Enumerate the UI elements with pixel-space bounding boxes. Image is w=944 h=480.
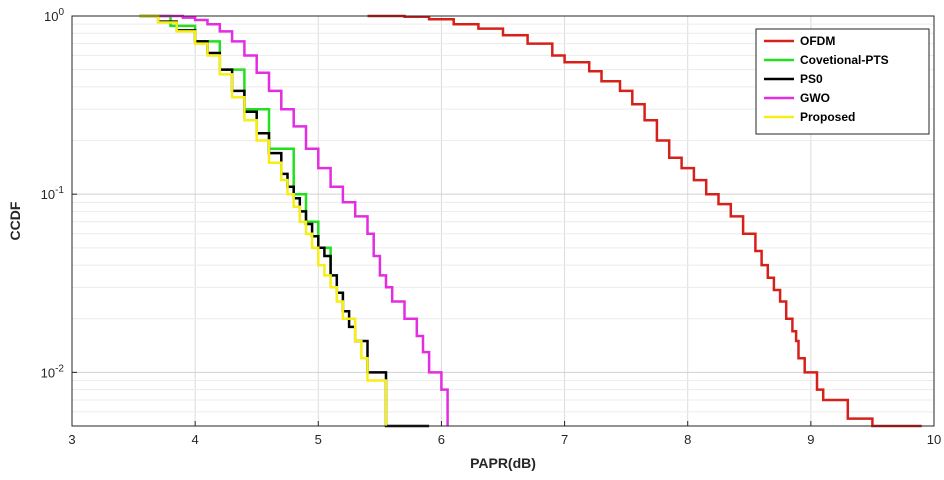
y-tick-label: 10-2 — [41, 363, 65, 380]
legend: OFDM Covetional-PTS PS0 GWO Proposed — [755, 28, 930, 135]
x-tick-label: 7 — [561, 432, 568, 447]
plot-series — [139, 14, 922, 428]
legend-label: Covetional-PTS — [800, 53, 889, 67]
x-tick-label: 3 — [68, 432, 75, 447]
x-tick-label: 8 — [684, 432, 691, 447]
x-tick-label: 10 — [927, 432, 941, 447]
series-line-proposed — [139, 14, 388, 426]
series-line-ofdm — [367, 14, 922, 428]
legend-label: PS0 — [800, 72, 823, 86]
y-tick-label: 10-1 — [41, 185, 65, 202]
plot-frame — [71, 15, 935, 427]
x-tick-label: 4 — [192, 432, 199, 447]
y-axis-label: CCDF — [7, 201, 23, 240]
y-tick-label: 100 — [44, 7, 64, 24]
axis-ticks: 3 4 5 6 7 8 9 10 100 10-1 10-2 — [41, 7, 942, 447]
x-tick-label: 6 — [438, 432, 445, 447]
x-tick-label: 5 — [315, 432, 322, 447]
legend-label: Proposed — [800, 110, 855, 124]
series-line-gwo — [158, 14, 449, 426]
legend-label: OFDM — [800, 34, 835, 48]
x-tick-label: 9 — [807, 432, 814, 447]
series-line-ps0 — [139, 14, 430, 428]
series-line-covetional-pts — [139, 14, 332, 276]
legend-label: GWO — [800, 91, 830, 105]
x-axis-label: PAPR(dB) — [470, 455, 536, 471]
